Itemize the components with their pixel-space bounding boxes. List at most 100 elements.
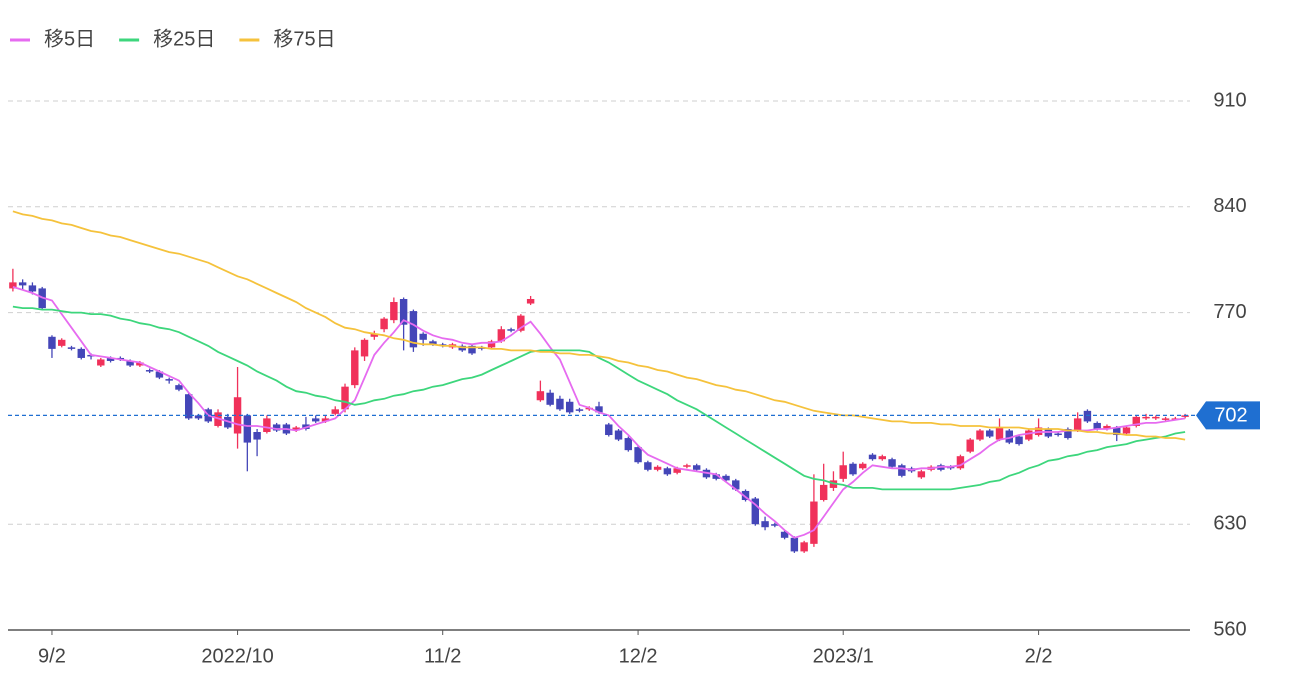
candle-body (175, 385, 183, 390)
legend-label: 移25日 (153, 27, 215, 50)
candle-body (819, 484, 828, 501)
candle-body (409, 311, 418, 348)
candle-body (399, 298, 408, 325)
candle-body (849, 463, 857, 475)
candle-body (48, 336, 56, 349)
ma-line (12, 305, 1186, 491)
candle-body (58, 339, 66, 346)
candle-body (995, 427, 1004, 440)
x-tick-label: 11/2 (424, 645, 461, 667)
candle-body (839, 465, 847, 479)
candle-body (751, 498, 760, 525)
candle-body (956, 456, 965, 469)
candle-body (263, 418, 271, 433)
candle-body (917, 471, 926, 478)
candle-body (966, 439, 974, 452)
candle-body (311, 418, 320, 422)
y-tick-label: 560 (1213, 618, 1246, 640)
candle-body (653, 466, 662, 470)
candle-body (605, 424, 613, 436)
candle-body (1093, 422, 1101, 429)
ma-line (12, 210, 1186, 441)
candle-body (859, 463, 867, 469)
y-tick-label: 910 (1213, 89, 1246, 111)
candle-body (1083, 410, 1092, 422)
candle-body (1025, 430, 1033, 440)
candle-body (292, 427, 300, 431)
candle-body (429, 341, 437, 345)
candle-body (145, 370, 154, 372)
candle-body (771, 524, 779, 526)
candle-body (155, 371, 164, 378)
candle-body (692, 465, 701, 470)
candle-body (351, 350, 359, 386)
candle-body (106, 357, 115, 361)
candle-body (507, 329, 515, 331)
candle-body (97, 359, 105, 366)
candle-body (233, 397, 242, 434)
candle-body (497, 329, 506, 342)
candle-body (331, 409, 339, 414)
candle-body (1073, 418, 1082, 431)
candle-body (878, 456, 887, 460)
x-tick-label: 2/2 (1025, 645, 1053, 667)
legend-label: 移5日 (44, 27, 95, 50)
legend-label: 移75日 (273, 27, 335, 50)
y-tick-label: 840 (1213, 195, 1246, 217)
candle-body (683, 465, 691, 467)
candle-body (1015, 436, 1023, 445)
candle-body (253, 432, 261, 440)
x-tick-label: 2022/10 (201, 645, 273, 667)
candle-body (976, 430, 984, 440)
candle-body (634, 447, 642, 463)
candle-body (1103, 425, 1111, 429)
candle-body (986, 430, 994, 437)
candle-body (1142, 416, 1150, 419)
candle-body (556, 398, 564, 410)
candle-body (9, 282, 17, 289)
candle-body (136, 362, 144, 366)
candle-body (1054, 433, 1062, 436)
candle-body (243, 415, 252, 443)
candle-body (1064, 428, 1072, 439)
candle-body (595, 406, 603, 413)
candle-body (761, 521, 769, 528)
x-tick-label: 9/2 (38, 645, 66, 667)
candle-body (390, 302, 398, 321)
candle-body (536, 391, 545, 401)
candle-body (888, 459, 896, 467)
candle-body (722, 475, 730, 481)
candle-body (1132, 416, 1140, 426)
candle-body (28, 285, 37, 292)
candle-body (741, 490, 750, 501)
candle-body (780, 531, 789, 538)
candle-body (575, 409, 584, 411)
candle-body (644, 462, 652, 470)
candle-body (1113, 427, 1121, 436)
x-tick-label: 2023/1 (813, 645, 874, 667)
candle-body (663, 468, 672, 475)
candle-body (614, 430, 623, 440)
candle-body (526, 298, 535, 304)
candle-body (126, 360, 134, 366)
candle-body (1181, 415, 1189, 417)
candle-body (370, 333, 379, 337)
candle-body (321, 418, 330, 422)
x-tick-label: 12/2 (619, 645, 658, 667)
candle-body (732, 480, 740, 490)
candle-body (165, 379, 173, 381)
candle-body (419, 333, 427, 340)
candle-body (624, 438, 633, 451)
candle-body (1152, 416, 1160, 419)
candle-body (487, 341, 496, 348)
candle-body (194, 415, 203, 419)
candle-body (360, 339, 369, 357)
candle-body (810, 501, 818, 544)
candle-body (341, 386, 349, 410)
candle-body (673, 468, 681, 473)
candle-body (712, 474, 720, 479)
candle-body (468, 345, 476, 354)
candle-body (868, 454, 877, 460)
